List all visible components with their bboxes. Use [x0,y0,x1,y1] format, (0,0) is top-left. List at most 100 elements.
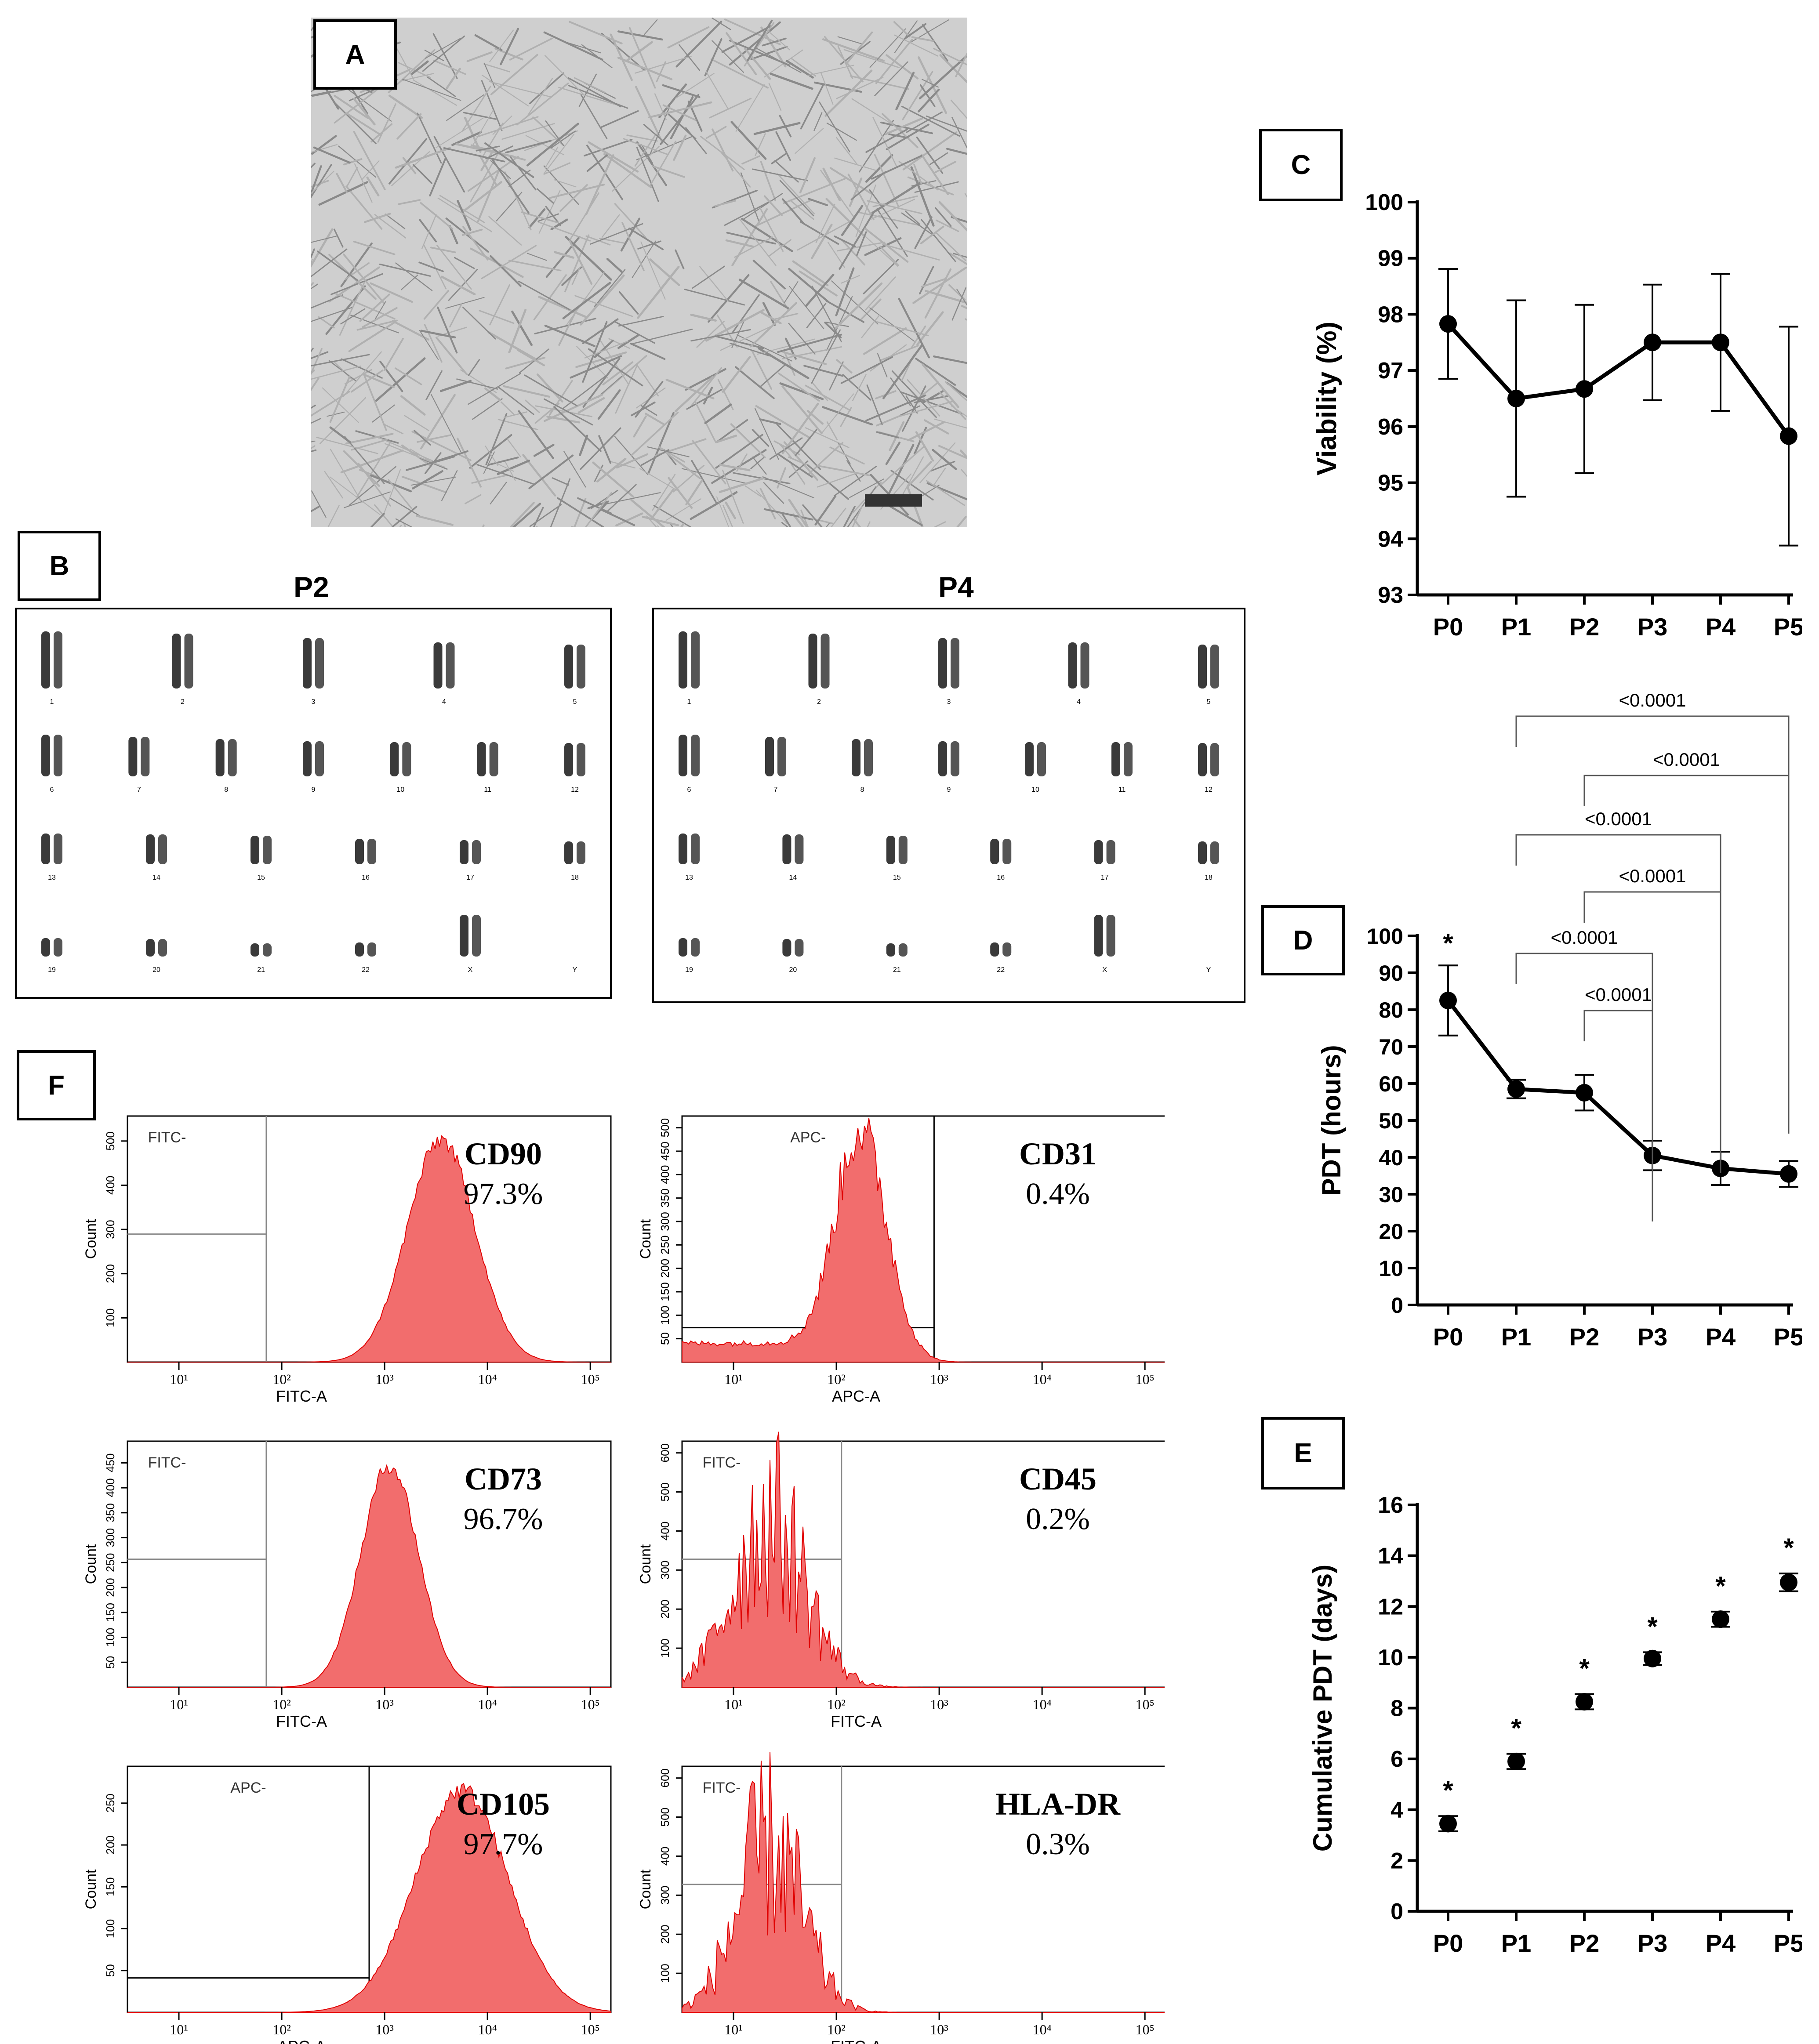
y-tick-label: 100 [658,1306,672,1325]
cell [839,211,875,270]
cell [497,386,534,415]
cell [311,370,315,374]
cell [480,149,494,171]
y-tick-label: 500 [104,1131,117,1150]
cell [637,240,661,250]
cell [933,468,946,487]
cell [762,302,776,326]
cell [311,307,352,322]
chromatid [355,942,364,957]
cell [511,310,533,346]
chromosome-label: 22 [362,966,370,974]
cell [618,316,664,327]
cell [647,446,690,457]
cell [490,482,507,505]
cell [939,391,966,420]
cell [849,178,863,207]
cell [483,451,495,474]
cell [808,442,844,475]
x-axis-label: APC-A [277,2037,326,2044]
chromatid [1025,742,1034,776]
x-tick-label: 10³ [375,1696,394,1712]
cell [482,524,485,527]
cell [636,141,667,186]
cell [345,433,394,445]
cell [485,145,513,159]
marker-percent: 97.3% [464,1177,543,1211]
cell [722,469,744,524]
cell [934,161,957,174]
y-tick-label: 100 [104,1308,117,1327]
cell [437,306,458,354]
cell [417,112,442,164]
cell [758,347,810,379]
cell [525,399,540,413]
y-tick-label: 100 [658,1964,672,1982]
cell [788,456,807,466]
cell [343,158,363,166]
cell [634,55,692,74]
cell [652,488,675,518]
data-point [1439,992,1457,1009]
cell [876,431,899,439]
cell [819,101,850,152]
cell [670,96,694,139]
cell [353,130,386,190]
chromosome-label: 5 [1207,698,1211,706]
cell [425,370,443,400]
cell [479,310,515,324]
cell [760,364,785,387]
x-tick-label: P1 [1501,1929,1532,1957]
cell [354,163,373,203]
chromatid [1106,840,1115,864]
cell [330,273,383,295]
cell [311,506,320,512]
cell [483,62,496,89]
cell [564,234,590,293]
cell [914,181,959,193]
chromatid [1210,743,1219,776]
cell [503,411,527,418]
cell [559,184,588,212]
y-tick-label: 100 [1365,190,1403,215]
chromatid [938,741,947,776]
cell [550,478,571,527]
cell [777,372,820,402]
y-tick-label: 20 [1379,1219,1403,1244]
chromatid [898,836,908,864]
cell [716,496,730,527]
cell [388,94,423,119]
cell [443,147,505,163]
cell [606,484,637,513]
y-tick-label: 96 [1378,414,1403,440]
y-tick-label: 93 [1378,583,1403,608]
cell [884,117,923,135]
cell [370,513,385,527]
cell [634,133,657,167]
cell [648,101,712,119]
cell [768,239,792,257]
chromosome-label: 17 [1101,874,1109,881]
data-point [1712,1610,1729,1628]
chromosome-label: 8 [224,786,228,794]
chromatid [990,942,999,957]
cell [755,405,811,439]
cell [333,228,344,248]
x-axis-label: FITC-A [276,1712,327,1730]
cell [424,324,443,363]
cell [877,353,888,377]
cell [723,504,733,527]
cell [431,394,461,452]
cell [362,373,395,388]
x-tick-label: 10⁵ [1136,1696,1155,1712]
chromosome-label: 15 [257,874,265,881]
cell [329,375,351,423]
cell [536,188,554,204]
cell [781,385,823,435]
cell [356,319,398,331]
chromatid [355,839,364,864]
cell [869,28,906,68]
cell [545,55,585,96]
x-tick-label: 10⁴ [478,1371,497,1387]
comparison-bracket [1583,891,1721,1173]
